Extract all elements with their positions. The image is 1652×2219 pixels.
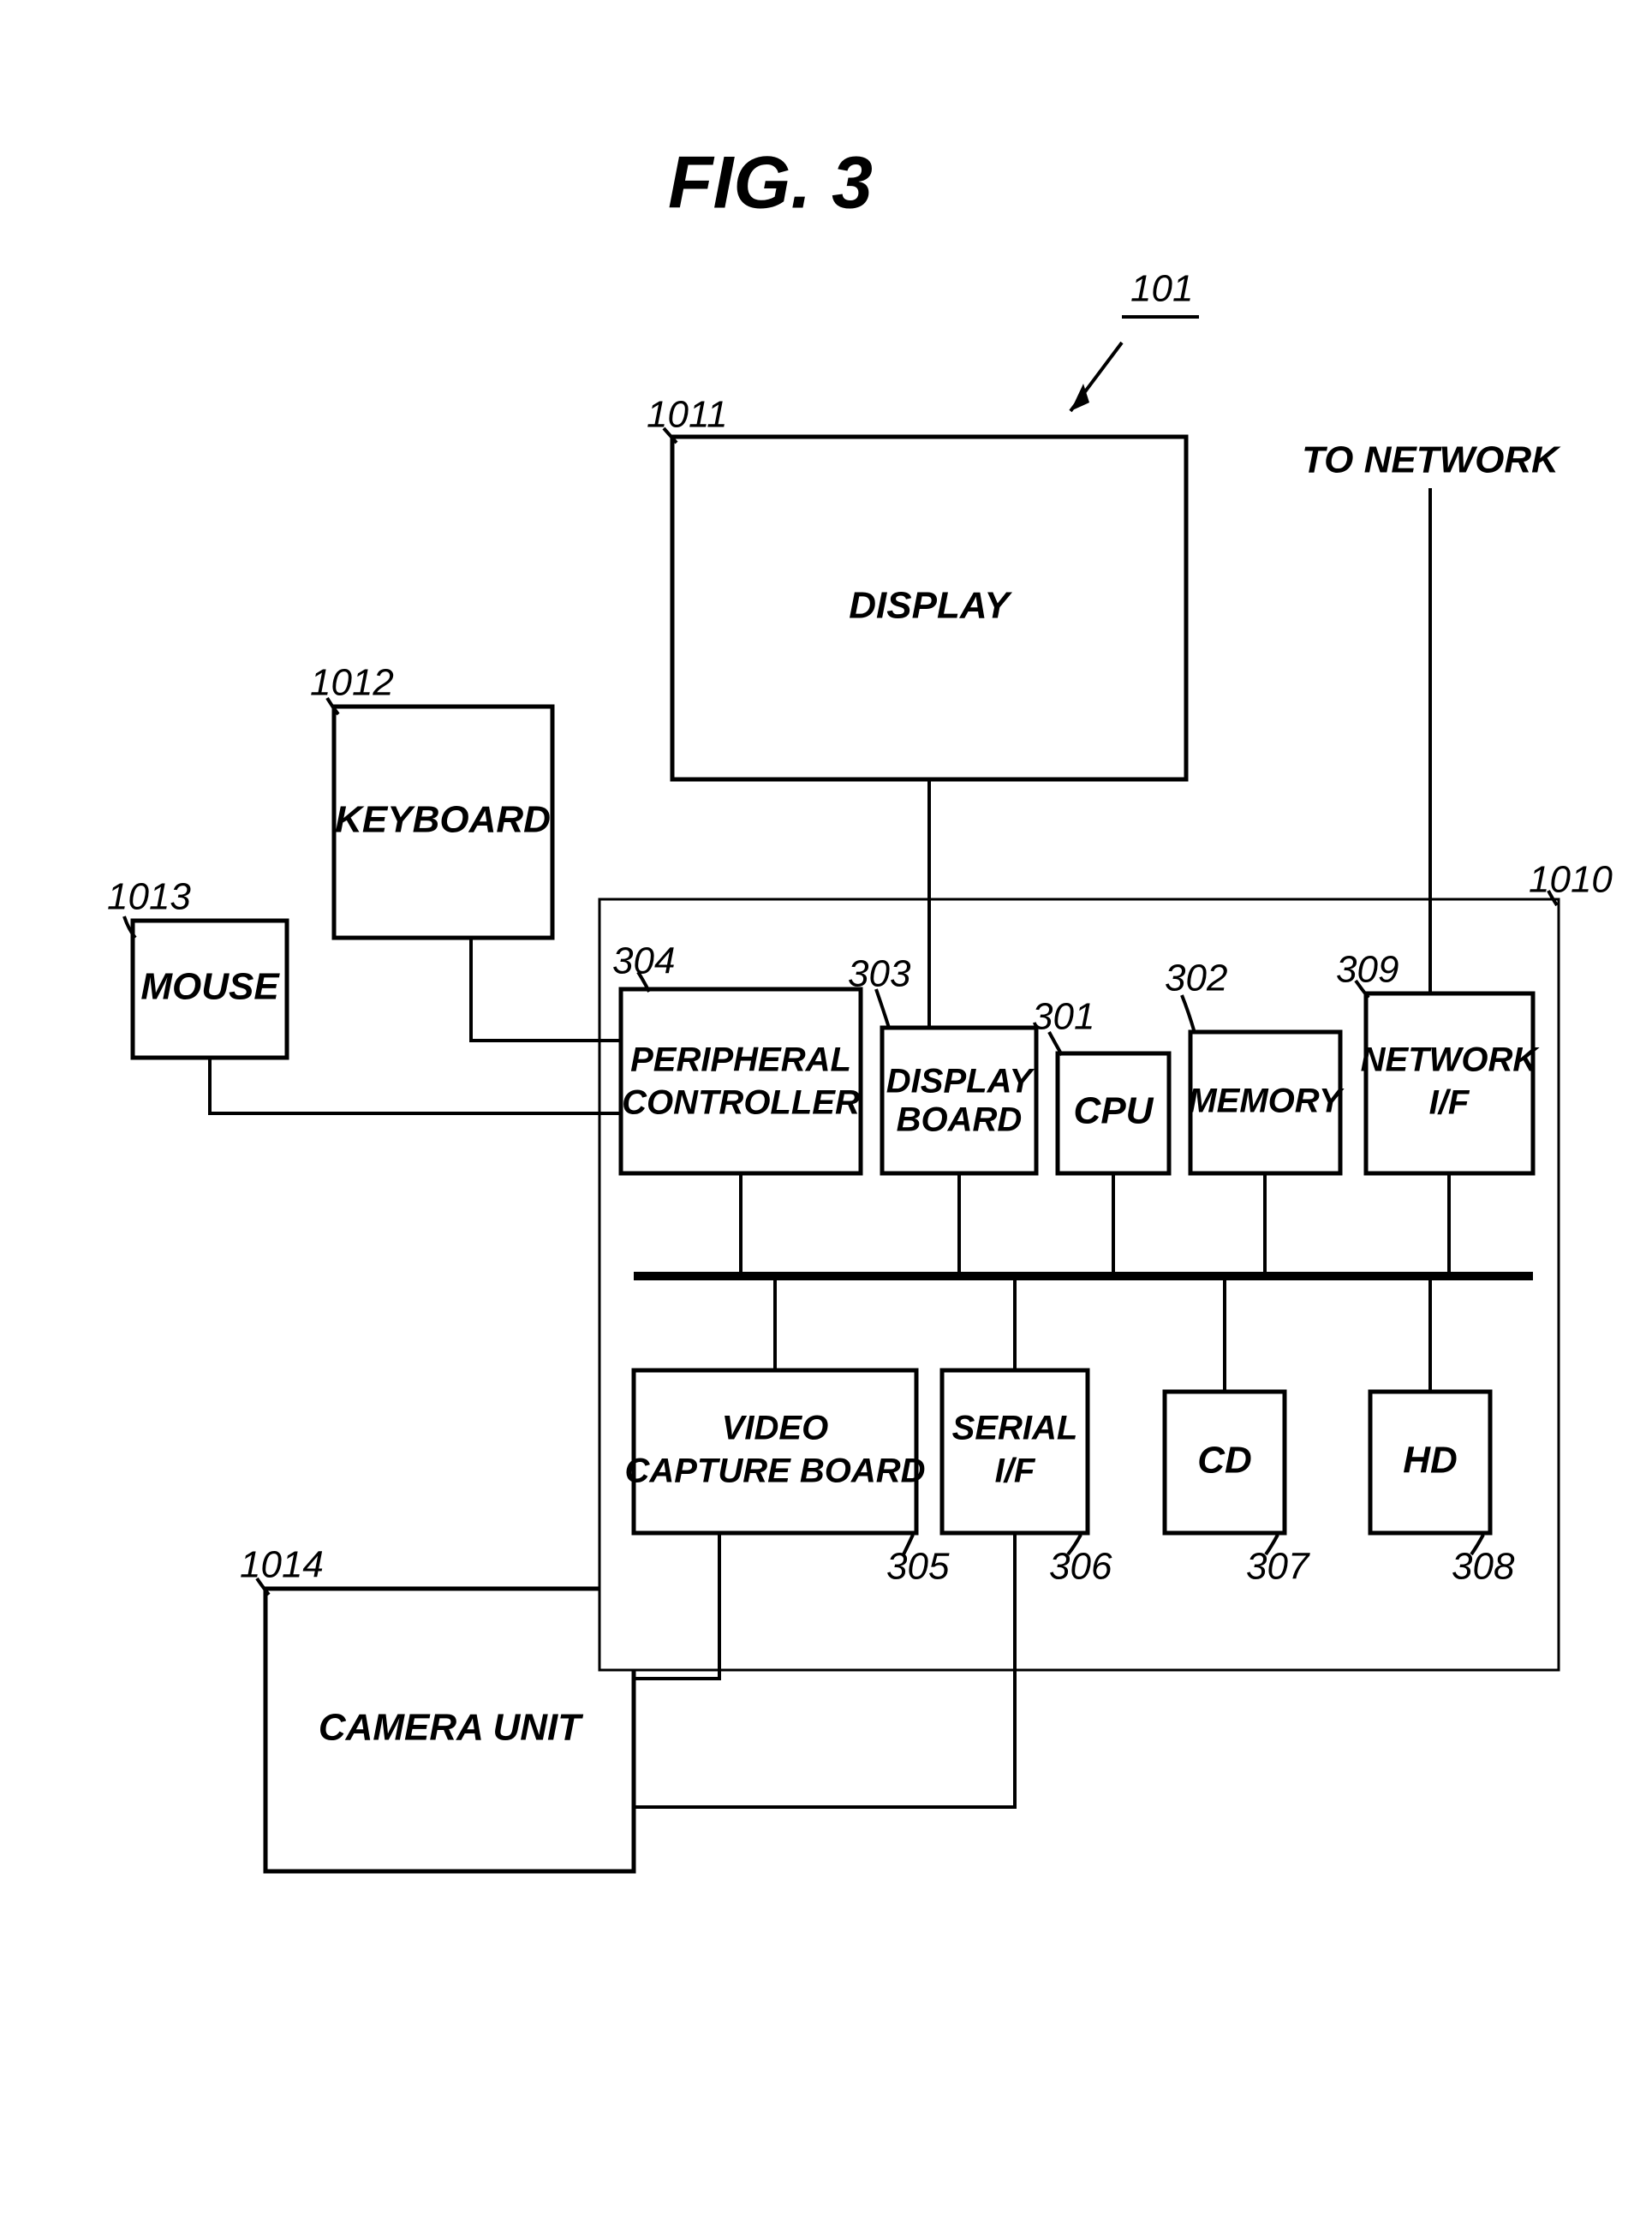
video-line2: CAPTURE BOARD: [624, 1452, 925, 1490]
peripheral-controller-block: PERIPHERAL CONTROLLER: [621, 989, 861, 1173]
video-ref: 305: [886, 1546, 950, 1588]
display-board-line1: DISPLAY: [886, 1063, 1035, 1101]
peripheral-ref: 304: [612, 940, 675, 982]
display-board-line2: BOARD: [897, 1101, 1023, 1139]
container-ref: 1010: [1529, 859, 1613, 901]
serial-if-block: SERIAL I/F: [942, 1370, 1088, 1533]
keyboard-block: KEYBOARD: [334, 707, 552, 938]
cpu-block: CPU: [1058, 1053, 1169, 1173]
display-block: DISPLAY: [672, 437, 1186, 779]
network-line1: NETWORK: [1361, 1041, 1541, 1079]
cd-label: CD: [1197, 1440, 1252, 1482]
video-capture-block: VIDEO CAPTURE BOARD: [624, 1370, 925, 1533]
memory-block: MEMORY: [1188, 1032, 1345, 1173]
keyboard-label: KEYBOARD: [335, 799, 551, 841]
mouse-label: MOUSE: [140, 966, 280, 1008]
hd-block: HD: [1370, 1392, 1490, 1533]
memory-label: MEMORY: [1188, 1083, 1345, 1120]
network-ref: 309: [1336, 949, 1399, 991]
display-board-ref: 303: [848, 953, 911, 995]
wire-mouse-to-peripheral: [210, 1058, 621, 1113]
to-network-label: TO NETWORK: [1302, 439, 1561, 481]
cpu-ref: 301: [1032, 996, 1094, 1038]
mouse-ref: 1013: [107, 876, 191, 918]
hd-label: HD: [1403, 1440, 1458, 1482]
cd-ref: 307: [1246, 1546, 1310, 1588]
cd-block: CD: [1165, 1392, 1285, 1533]
peripheral-line2: CONTROLLER: [622, 1084, 860, 1122]
keyboard-ref: 1012: [310, 662, 394, 704]
network-line2: I/F: [1429, 1084, 1470, 1122]
serial-line2: I/F: [995, 1452, 1036, 1490]
network-if-block: NETWORK I/F: [1361, 993, 1541, 1173]
display-board-block: DISPLAY BOARD: [882, 1028, 1036, 1173]
cpu-label: CPU: [1074, 1090, 1154, 1132]
diagram-canvas: FIG. 3 101 MOUSE 1013 KEYBOARD 1012 DISP…: [0, 0, 1652, 2219]
mouse-block: MOUSE: [133, 921, 287, 1058]
system-ref: 101: [1130, 268, 1193, 310]
hd-ref: 308: [1452, 1546, 1515, 1588]
camera-block: CAMERA UNIT: [265, 1589, 634, 1871]
figure-title: FIG. 3: [668, 142, 873, 224]
display-ref: 1011: [647, 394, 728, 436]
peripheral-line1: PERIPHERAL: [630, 1041, 851, 1079]
memory-ref: 302: [1165, 957, 1227, 999]
camera-label: CAMERA UNIT: [319, 1707, 583, 1749]
serial-line1: SERIAL: [952, 1410, 1078, 1447]
serial-ref: 306: [1049, 1546, 1112, 1588]
video-line1: VIDEO: [722, 1410, 828, 1447]
camera-ref: 1014: [240, 1544, 324, 1586]
display-label: DISPLAY: [849, 585, 1012, 627]
